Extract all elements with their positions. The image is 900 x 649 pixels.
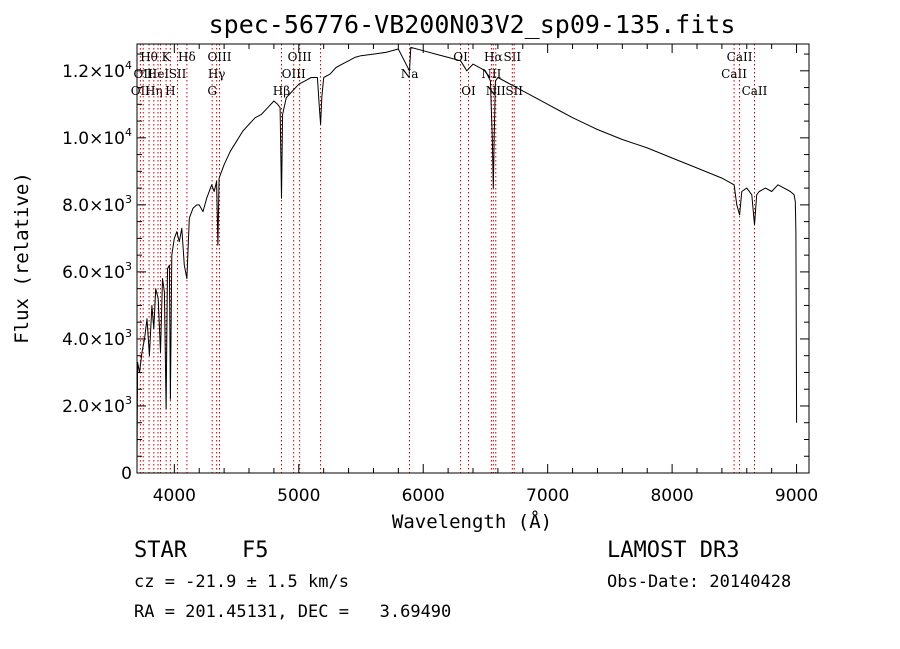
line-marker-label: SII <box>503 50 521 64</box>
plot-area <box>136 46 798 463</box>
x-axis: 4000 5000 6000 7000 8000 9000 <box>153 44 818 506</box>
line-marker-label: SII <box>505 84 523 98</box>
x-tick-label: 5000 <box>277 486 320 506</box>
line-marker-label: CaII <box>721 67 747 81</box>
y-tick-label: 0 <box>121 464 132 484</box>
plot-frame <box>136 43 810 474</box>
line-marker-label: OIII <box>282 67 306 81</box>
survey-name: LAMOST DR3 <box>607 538 740 563</box>
line-marker-label: G <box>207 84 217 98</box>
line-marker-label: H <box>165 84 175 98</box>
x-tick-label: 7000 <box>526 486 569 506</box>
x-tick-label: 6000 <box>402 486 445 506</box>
object-class: STAR <box>134 538 187 563</box>
line-marker-label: Hα <box>484 50 503 64</box>
x-axis-label: Wavelength (Å) <box>392 510 552 533</box>
line-marker-label: Hθ <box>140 50 158 64</box>
chart-title: spec-56776-VB200N03V2_sp09-135.fits <box>209 10 736 39</box>
line-marker-label: CaII <box>742 84 768 98</box>
line-marker-label: HeI <box>147 67 170 81</box>
x-tick-label: 9000 <box>775 486 818 506</box>
line-marker-label: Hγ <box>208 67 226 81</box>
y-tick-label: 1.0×104 <box>62 126 132 149</box>
line-marker-label: OII <box>131 84 151 98</box>
redshift-cz: cz = -21.9 ± 1.5 km/s <box>134 572 349 592</box>
y-axis: 0 2.0×103 4.0×103 6.0×103 8.0×103 1.0×104 1.2×… <box>62 53 809 484</box>
line-marker-label: OI <box>461 84 476 98</box>
y-tick-label: 6.0×103 <box>62 260 132 283</box>
y-tick-label: 4.0×103 <box>62 327 132 350</box>
y-tick-label: 1.2×104 <box>62 59 132 82</box>
coordinates: RA = 201.45131, DEC = 3.69490 <box>134 602 452 622</box>
y-axis-label: Flux (relative) <box>11 172 33 344</box>
line-marker-label: SII <box>169 67 187 81</box>
x-tick-label: 4000 <box>153 486 196 506</box>
line-marker-label: OIII <box>207 50 231 64</box>
y-tick-label: 8.0×103 <box>62 193 132 216</box>
line-marker-label: K <box>162 50 172 64</box>
spectrum-series-flux <box>136 46 798 463</box>
x-tick-label: 8000 <box>650 486 693 506</box>
line-marker-label: NII <box>486 84 506 98</box>
line-marker-label: OI <box>453 50 468 64</box>
line-marker-label: CaII <box>727 50 753 64</box>
line-markers: OIIOIIHθHηHeIKHSIIHδGHγOIIIHβOIIIOIIINaO… <box>131 44 768 473</box>
obs-date: Obs-Date: 20140428 <box>607 572 792 592</box>
line-marker-label: Na <box>401 67 419 81</box>
line-marker-label: Hδ <box>178 50 196 64</box>
line-marker-label: Hβ <box>273 84 290 98</box>
line-marker-label: Hη <box>145 84 163 98</box>
y-tick-label: 2.0×103 <box>62 394 132 417</box>
line-marker-label: OIII <box>288 50 312 64</box>
line-marker-label: NII <box>481 67 501 81</box>
subclass: F5 <box>242 538 269 563</box>
